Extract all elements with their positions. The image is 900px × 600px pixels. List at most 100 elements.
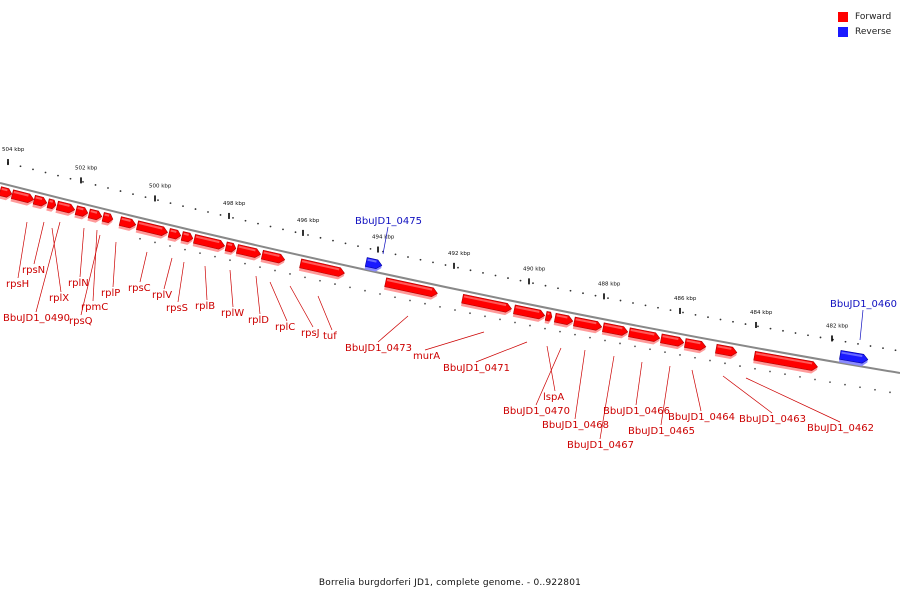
gene-BbuJD1_0470[interactable] [553, 312, 574, 328]
ruler-dot [394, 253, 397, 256]
gene-label: rpsH [6, 279, 29, 290]
gene-shadow [260, 259, 285, 266]
gene-BbuJD1_0465[interactable] [659, 333, 685, 350]
gene-label: BbuJD1_0471 [443, 363, 510, 374]
gene-rplC[interactable] [235, 244, 262, 261]
gene-murA[interactable] [460, 293, 512, 316]
gene-BbuJD1_0467[interactable] [601, 322, 629, 340]
ruler-dot [857, 343, 859, 345]
ruler-dot [207, 211, 209, 213]
gene-shadow [838, 359, 868, 367]
gene-shadow [10, 198, 34, 206]
ruler-dot [419, 258, 422, 261]
ruler-dot [669, 309, 672, 312]
gene-leader-line [382, 226, 389, 255]
gene-arrow [513, 304, 546, 320]
gene-BbuJD1_0462[interactable] [753, 350, 818, 374]
ruler-dot [657, 306, 659, 309]
gene-label: BbuJD1_0470 [503, 406, 570, 417]
gene-tuf[interactable] [298, 258, 346, 281]
ruler-dot [232, 216, 234, 219]
gene-label: BbuJD1_0460 [830, 299, 897, 310]
gene-rpsN[interactable] [32, 194, 48, 210]
gene-shadow [298, 267, 345, 280]
ruler-dot [332, 239, 334, 242]
gene-track [0, 186, 869, 374]
gene-shadow [460, 303, 512, 316]
gene-BbuJD1_0490[interactable] [0, 186, 13, 202]
gene-rpsQ[interactable] [87, 208, 103, 224]
gene-label: rplX [49, 293, 69, 304]
gene-arrow [553, 312, 574, 325]
gene-rpsH[interactable] [10, 189, 35, 207]
gene-leader-line [269, 281, 288, 322]
gene-BbuJD1_0471[interactable] [512, 304, 546, 323]
gene-rplV[interactable] [135, 220, 169, 240]
gene-arrow [10, 189, 35, 204]
ruler-dot [619, 342, 621, 345]
gene-label: rplP [101, 288, 120, 299]
ruler-dot [507, 277, 509, 279]
ruler-dot [182, 205, 184, 208]
ruler-dot [732, 320, 734, 323]
gene-leader-line [635, 361, 643, 406]
gene-shadow [55, 209, 75, 216]
gene-label: BbuJD1_0462 [807, 423, 874, 434]
gene-rpsJ[interactable] [260, 249, 286, 267]
gene-arrow [628, 327, 661, 342]
ruler-dot [409, 299, 411, 302]
gene-rplN[interactable] [55, 200, 76, 217]
gene-BbuJD1_0464[interactable] [683, 338, 707, 354]
gene-label: rplW [221, 308, 244, 319]
gene-rplB[interactable] [180, 231, 194, 246]
ruler-dot [634, 345, 636, 348]
ruler-dot [869, 345, 872, 347]
gene-rplW[interactable] [192, 234, 226, 253]
ruler-dot [829, 381, 831, 383]
ruler-dot [454, 309, 456, 311]
gene-rplD[interactable] [224, 241, 237, 256]
gene-BbuJD1_0460[interactable] [838, 350, 869, 367]
gene-shadow [224, 248, 236, 256]
gene-rpsC[interactable] [118, 216, 137, 232]
gene-highlight [463, 295, 507, 307]
ruler-dot [814, 378, 816, 381]
tick-label: 490 kbp [523, 266, 546, 272]
gene-arrow [167, 228, 182, 240]
gene-arrow [839, 350, 869, 364]
gene-rplP[interactable] [101, 212, 114, 226]
gene-leader-line [33, 221, 45, 265]
gene-leader-line [35, 221, 61, 313]
gene-BbuJD1_0463[interactable] [714, 343, 738, 360]
ruler-dot [889, 391, 891, 394]
gene-leader-line [745, 377, 841, 423]
gene-rpmC[interactable] [74, 205, 89, 221]
gene-BbuJD1_0466[interactable] [627, 327, 661, 346]
ruler-dot [344, 242, 347, 245]
gene-arrow [180, 231, 194, 243]
gene-highlight [575, 318, 597, 325]
reverse-swatch [838, 26, 848, 37]
gene-highlight [556, 314, 568, 319]
gene-BbuJD1_0473[interactable] [384, 277, 438, 301]
gene-arrow [55, 200, 76, 214]
gene-leader-line [139, 251, 148, 283]
gene-lspA[interactable] [544, 311, 553, 324]
gene-rpsS[interactable] [167, 228, 182, 242]
ruler-dot [469, 269, 472, 272]
gene-label: rplN [68, 278, 89, 289]
gene-shadow [627, 336, 660, 345]
gene-arrow [136, 220, 169, 236]
gene-BbuJD1_0468[interactable] [572, 316, 603, 334]
tick-mark [7, 159, 9, 166]
ruler-tick: 496 kbp [297, 218, 320, 236]
gene-shadow [46, 205, 56, 212]
gene-rplX[interactable] [46, 198, 57, 213]
gene-arrow [299, 258, 345, 277]
gene-BbuJD1_0475[interactable] [364, 257, 383, 273]
ruler-dot [882, 347, 884, 350]
gene-shadow [364, 265, 382, 272]
tick-mark [603, 293, 605, 300]
ruler-dot [769, 327, 772, 330]
gene-arrow [573, 316, 603, 331]
